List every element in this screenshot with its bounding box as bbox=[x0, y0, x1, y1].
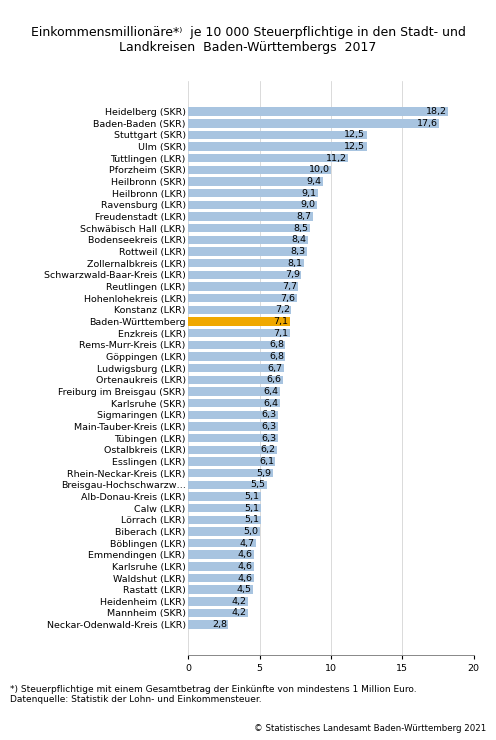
Text: 9,1: 9,1 bbox=[302, 189, 317, 198]
Text: 6,3: 6,3 bbox=[262, 410, 277, 420]
Bar bbox=[188, 259, 304, 267]
Text: 4,5: 4,5 bbox=[236, 585, 251, 594]
Bar bbox=[188, 236, 309, 244]
Bar bbox=[188, 271, 301, 279]
Bar bbox=[188, 574, 254, 582]
Bar bbox=[188, 551, 254, 559]
Bar bbox=[188, 107, 448, 116]
Text: 17,6: 17,6 bbox=[417, 119, 438, 128]
Text: 5,1: 5,1 bbox=[245, 492, 260, 501]
Text: 9,0: 9,0 bbox=[301, 201, 315, 209]
Bar bbox=[188, 376, 283, 384]
Text: 8,7: 8,7 bbox=[296, 212, 311, 221]
Text: 7,6: 7,6 bbox=[280, 294, 296, 303]
Text: 6,8: 6,8 bbox=[269, 352, 284, 361]
Bar bbox=[188, 317, 290, 326]
Text: *) Steuerpflichtige mit einem Gesamtbetrag der Einkünfte von mindestens 1 Millio: *) Steuerpflichtige mit einem Gesamtbetr… bbox=[10, 684, 417, 704]
Bar bbox=[188, 539, 255, 547]
Text: 7,7: 7,7 bbox=[282, 282, 297, 291]
Text: 8,4: 8,4 bbox=[292, 235, 307, 244]
Bar bbox=[188, 119, 439, 127]
Text: 2,8: 2,8 bbox=[212, 620, 227, 629]
Text: 9,4: 9,4 bbox=[306, 177, 321, 186]
Text: 6,4: 6,4 bbox=[263, 399, 278, 408]
Text: 4,6: 4,6 bbox=[238, 562, 252, 571]
Text: 5,0: 5,0 bbox=[244, 527, 258, 536]
Text: 7,1: 7,1 bbox=[273, 329, 288, 337]
Text: 6,3: 6,3 bbox=[262, 422, 277, 431]
Bar bbox=[188, 201, 317, 209]
Bar bbox=[188, 585, 252, 594]
Text: 5,1: 5,1 bbox=[245, 515, 260, 524]
Bar bbox=[188, 492, 261, 500]
Bar bbox=[188, 387, 280, 396]
Text: 4,7: 4,7 bbox=[239, 539, 254, 548]
Bar bbox=[188, 340, 285, 349]
Bar bbox=[188, 247, 307, 256]
Bar bbox=[188, 445, 277, 454]
Bar bbox=[188, 283, 298, 291]
Bar bbox=[188, 399, 280, 407]
Text: © Statistisches Landesamt Baden-Württemberg 2021: © Statistisches Landesamt Baden-Württemb… bbox=[254, 724, 486, 733]
Bar bbox=[188, 154, 348, 163]
Bar bbox=[188, 329, 290, 337]
Text: 6,3: 6,3 bbox=[262, 434, 277, 443]
Text: 6,8: 6,8 bbox=[269, 340, 284, 349]
Bar bbox=[188, 212, 312, 221]
Text: 4,6: 4,6 bbox=[238, 550, 252, 559]
Text: 6,1: 6,1 bbox=[259, 457, 274, 466]
Text: Einkommensmillionäre*⁾  je 10 000 Steuerpflichtige in den Stadt- und
Landkreisen: Einkommensmillionäre*⁾ je 10 000 Steuerp… bbox=[31, 26, 465, 54]
Bar bbox=[188, 527, 260, 536]
Bar bbox=[188, 166, 331, 174]
Bar bbox=[188, 306, 291, 314]
Bar bbox=[188, 620, 228, 629]
Text: 7,9: 7,9 bbox=[285, 270, 300, 280]
Text: 10,0: 10,0 bbox=[309, 166, 330, 175]
Text: 11,2: 11,2 bbox=[326, 154, 347, 163]
Bar bbox=[188, 480, 267, 489]
Text: 5,5: 5,5 bbox=[250, 480, 265, 489]
Bar bbox=[188, 178, 322, 186]
Bar bbox=[188, 142, 367, 151]
Text: 4,2: 4,2 bbox=[232, 597, 247, 606]
Bar bbox=[188, 352, 285, 360]
Text: 12,5: 12,5 bbox=[344, 130, 365, 139]
Bar bbox=[188, 457, 275, 465]
Bar bbox=[188, 294, 297, 303]
Text: 18,2: 18,2 bbox=[426, 107, 446, 116]
Text: 6,2: 6,2 bbox=[260, 445, 275, 454]
Bar bbox=[188, 434, 278, 443]
Text: 7,2: 7,2 bbox=[275, 306, 290, 314]
Bar bbox=[188, 364, 284, 372]
Bar bbox=[188, 504, 261, 512]
Text: 6,4: 6,4 bbox=[263, 387, 278, 396]
Text: 12,5: 12,5 bbox=[344, 142, 365, 151]
Bar bbox=[188, 189, 318, 198]
Text: 8,5: 8,5 bbox=[293, 223, 309, 233]
Text: 6,6: 6,6 bbox=[266, 375, 281, 384]
Text: 8,3: 8,3 bbox=[290, 247, 306, 256]
Bar bbox=[188, 411, 278, 419]
Bar bbox=[188, 562, 254, 571]
Bar bbox=[188, 609, 248, 617]
Text: 4,6: 4,6 bbox=[238, 574, 252, 582]
Text: 5,1: 5,1 bbox=[245, 503, 260, 513]
Bar bbox=[188, 469, 273, 477]
Bar bbox=[188, 131, 367, 139]
Text: 8,1: 8,1 bbox=[288, 259, 303, 268]
Text: 4,2: 4,2 bbox=[232, 608, 247, 617]
Text: 6,7: 6,7 bbox=[268, 363, 283, 373]
Bar bbox=[188, 423, 278, 431]
Text: 7,1: 7,1 bbox=[273, 317, 288, 326]
Bar bbox=[188, 224, 310, 232]
Bar bbox=[188, 597, 248, 605]
Bar bbox=[188, 516, 261, 524]
Text: 5,9: 5,9 bbox=[256, 468, 271, 477]
